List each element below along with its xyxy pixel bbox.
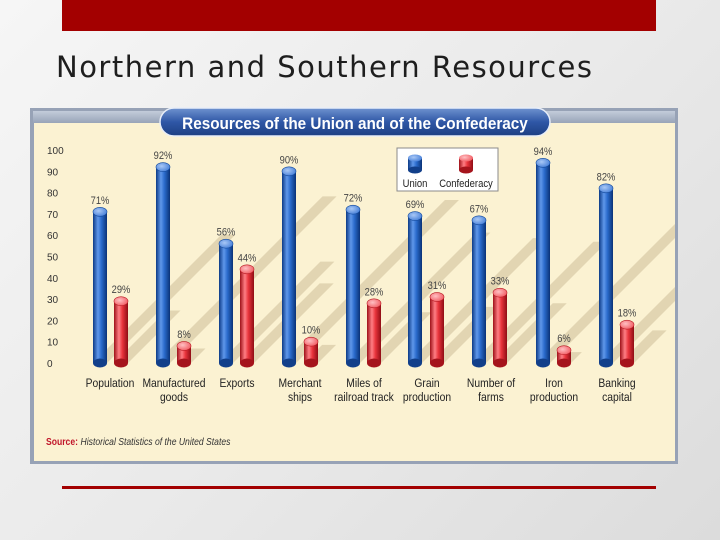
bar-union-5 bbox=[407, 211, 423, 368]
category-label-6: Number of farms bbox=[467, 377, 516, 404]
legend-item-confederacy: Confederacy bbox=[439, 154, 494, 190]
legend-label-union: Union bbox=[403, 178, 428, 190]
value-label-union-3: 90% bbox=[280, 155, 299, 167]
chart-title-banner bbox=[159, 107, 551, 137]
x-axis-labels: Population Manufactured goods Exports Mercha… bbox=[86, 377, 636, 404]
bar-union-2 bbox=[218, 238, 234, 368]
value-label-confederacy-4: 28% bbox=[365, 287, 384, 299]
category-label-8: Banking capital bbox=[598, 377, 635, 404]
value-label-union-2: 56% bbox=[217, 227, 236, 239]
source-text: Historical Statistics of the United Stat… bbox=[81, 436, 231, 447]
y-tick-label-60: 60 bbox=[47, 231, 59, 242]
value-label-union-6: 67% bbox=[470, 204, 489, 216]
value-label-union-5: 69% bbox=[406, 199, 425, 211]
bar-union-0 bbox=[92, 206, 108, 368]
bars bbox=[92, 157, 635, 368]
category-label-7: Iron production bbox=[530, 377, 578, 404]
bar-confederacy-7 bbox=[556, 345, 572, 368]
source-note: Source: Historical Statistics of the Unit… bbox=[46, 436, 231, 447]
bar-union-8 bbox=[598, 183, 614, 368]
y-tick-label-10: 10 bbox=[47, 338, 59, 349]
value-label-union-1: 92% bbox=[154, 150, 173, 162]
bar-union-1 bbox=[155, 162, 171, 368]
chart-title: Resources of the Union and of the Confed… bbox=[182, 114, 528, 133]
value-label-confederacy-8: 18% bbox=[618, 308, 637, 320]
y-tick-label-20: 20 bbox=[47, 316, 59, 327]
value-label-union-8: 82% bbox=[597, 172, 616, 184]
category-label-0: Population bbox=[86, 377, 135, 390]
value-label-confederacy-3: 10% bbox=[302, 325, 321, 337]
category-label-2: Exports bbox=[220, 377, 255, 390]
bar-confederacy-0 bbox=[113, 296, 129, 368]
category-label-1: Manufactured goods bbox=[142, 377, 205, 404]
bar-union-6 bbox=[471, 215, 487, 368]
value-label-confederacy-1: 8% bbox=[177, 329, 190, 341]
bar-confederacy-2 bbox=[239, 264, 255, 368]
bar-confederacy-5 bbox=[429, 292, 445, 368]
value-label-confederacy-6: 33% bbox=[491, 276, 510, 288]
legend: Union Confederacy bbox=[396, 147, 499, 192]
bar-shadow-union-8 bbox=[599, 287, 675, 363]
y-tick-label-0: 0 bbox=[47, 359, 53, 370]
value-label-union-4: 72% bbox=[344, 193, 363, 205]
slide-title: Northern and Southern Resources bbox=[56, 50, 594, 84]
value-label-union-7: 94% bbox=[534, 146, 553, 158]
category-label-3: Merchant ships bbox=[278, 377, 322, 404]
y-tick-label-90: 90 bbox=[47, 167, 59, 178]
bar-confederacy-4 bbox=[366, 298, 382, 368]
y-axis: 0 10 20 30 40 50 60 70 80 90 100 bbox=[47, 146, 64, 370]
bar-confederacy-3 bbox=[303, 336, 319, 368]
y-tick-label-30: 30 bbox=[47, 295, 59, 306]
category-label-5: Grain production bbox=[403, 377, 451, 404]
bar-confederacy-8 bbox=[619, 319, 635, 368]
y-tick-label-70: 70 bbox=[47, 210, 59, 221]
y-tick-label-100: 100 bbox=[47, 146, 64, 157]
y-tick-label-50: 50 bbox=[47, 253, 59, 264]
bar-confederacy-6 bbox=[492, 287, 508, 368]
legend-label-confederacy: Confederacy bbox=[439, 178, 493, 190]
value-label-confederacy-7: 6% bbox=[557, 334, 570, 346]
source-label: Source: bbox=[46, 436, 78, 447]
bar-union-7 bbox=[535, 157, 551, 368]
value-label-confederacy-2: 44% bbox=[238, 253, 257, 265]
value-label-confederacy-0: 29% bbox=[112, 285, 131, 297]
value-label-confederacy-5: 31% bbox=[428, 280, 447, 292]
y-tick-label-40: 40 bbox=[47, 274, 59, 285]
category-label-4: Miles of railroad track bbox=[334, 377, 394, 404]
top-accent-bar bbox=[62, 0, 656, 31]
value-labels: 71% 92% 56% 90% 72% 69% 67% 94% 82% 29% 8% 44% 10% 28… bbox=[91, 146, 637, 345]
legend-item-union: Union bbox=[403, 154, 428, 190]
bar-confederacy-1 bbox=[176, 341, 192, 368]
bottom-accent-rule bbox=[62, 486, 656, 489]
bar-union-3 bbox=[281, 166, 297, 368]
bar-union-4 bbox=[345, 204, 361, 368]
value-label-union-0: 71% bbox=[91, 195, 110, 207]
y-tick-label-80: 80 bbox=[47, 189, 59, 200]
